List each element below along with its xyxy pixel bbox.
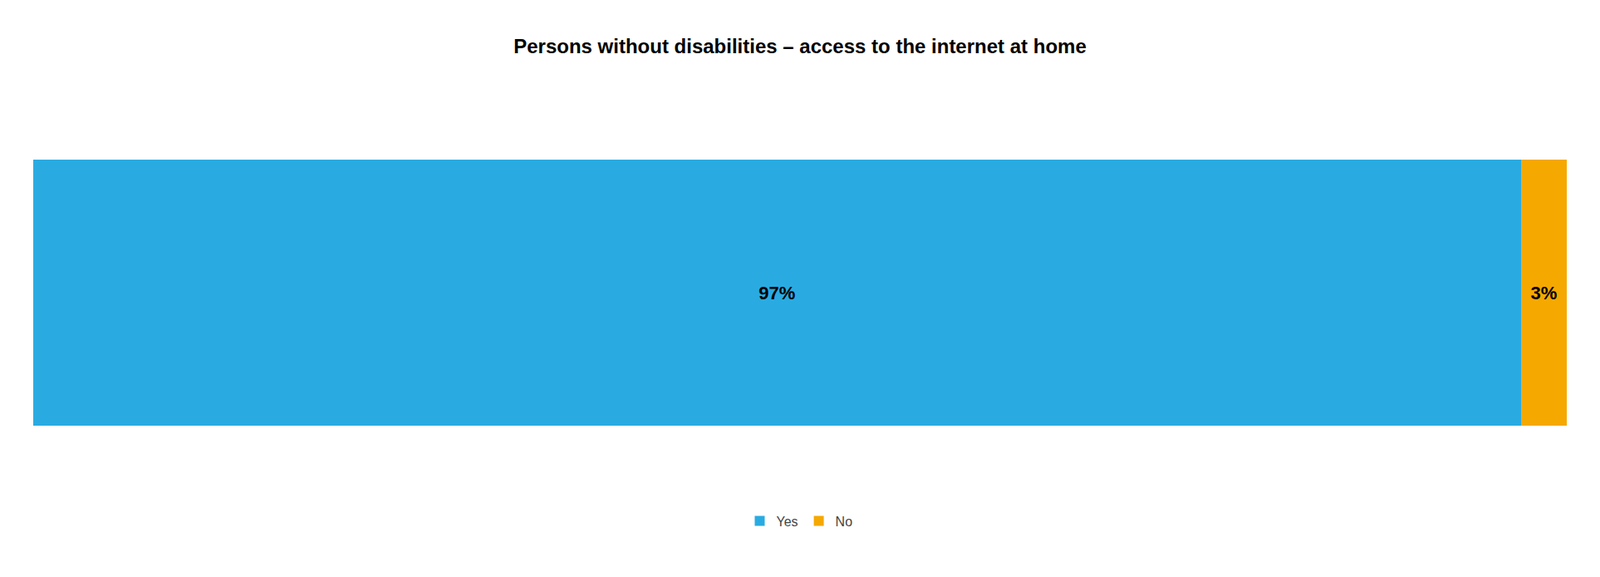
svg-text:Yes: Yes: [776, 514, 799, 529]
svg-text:Persons without disabilities –: Persons without disabilities – access to…: [513, 34, 1087, 58]
svg-text:No: No: [835, 514, 854, 529]
svg-text:3%: 3%: [1530, 282, 1557, 304]
svg-text:97%: 97%: [758, 282, 796, 304]
